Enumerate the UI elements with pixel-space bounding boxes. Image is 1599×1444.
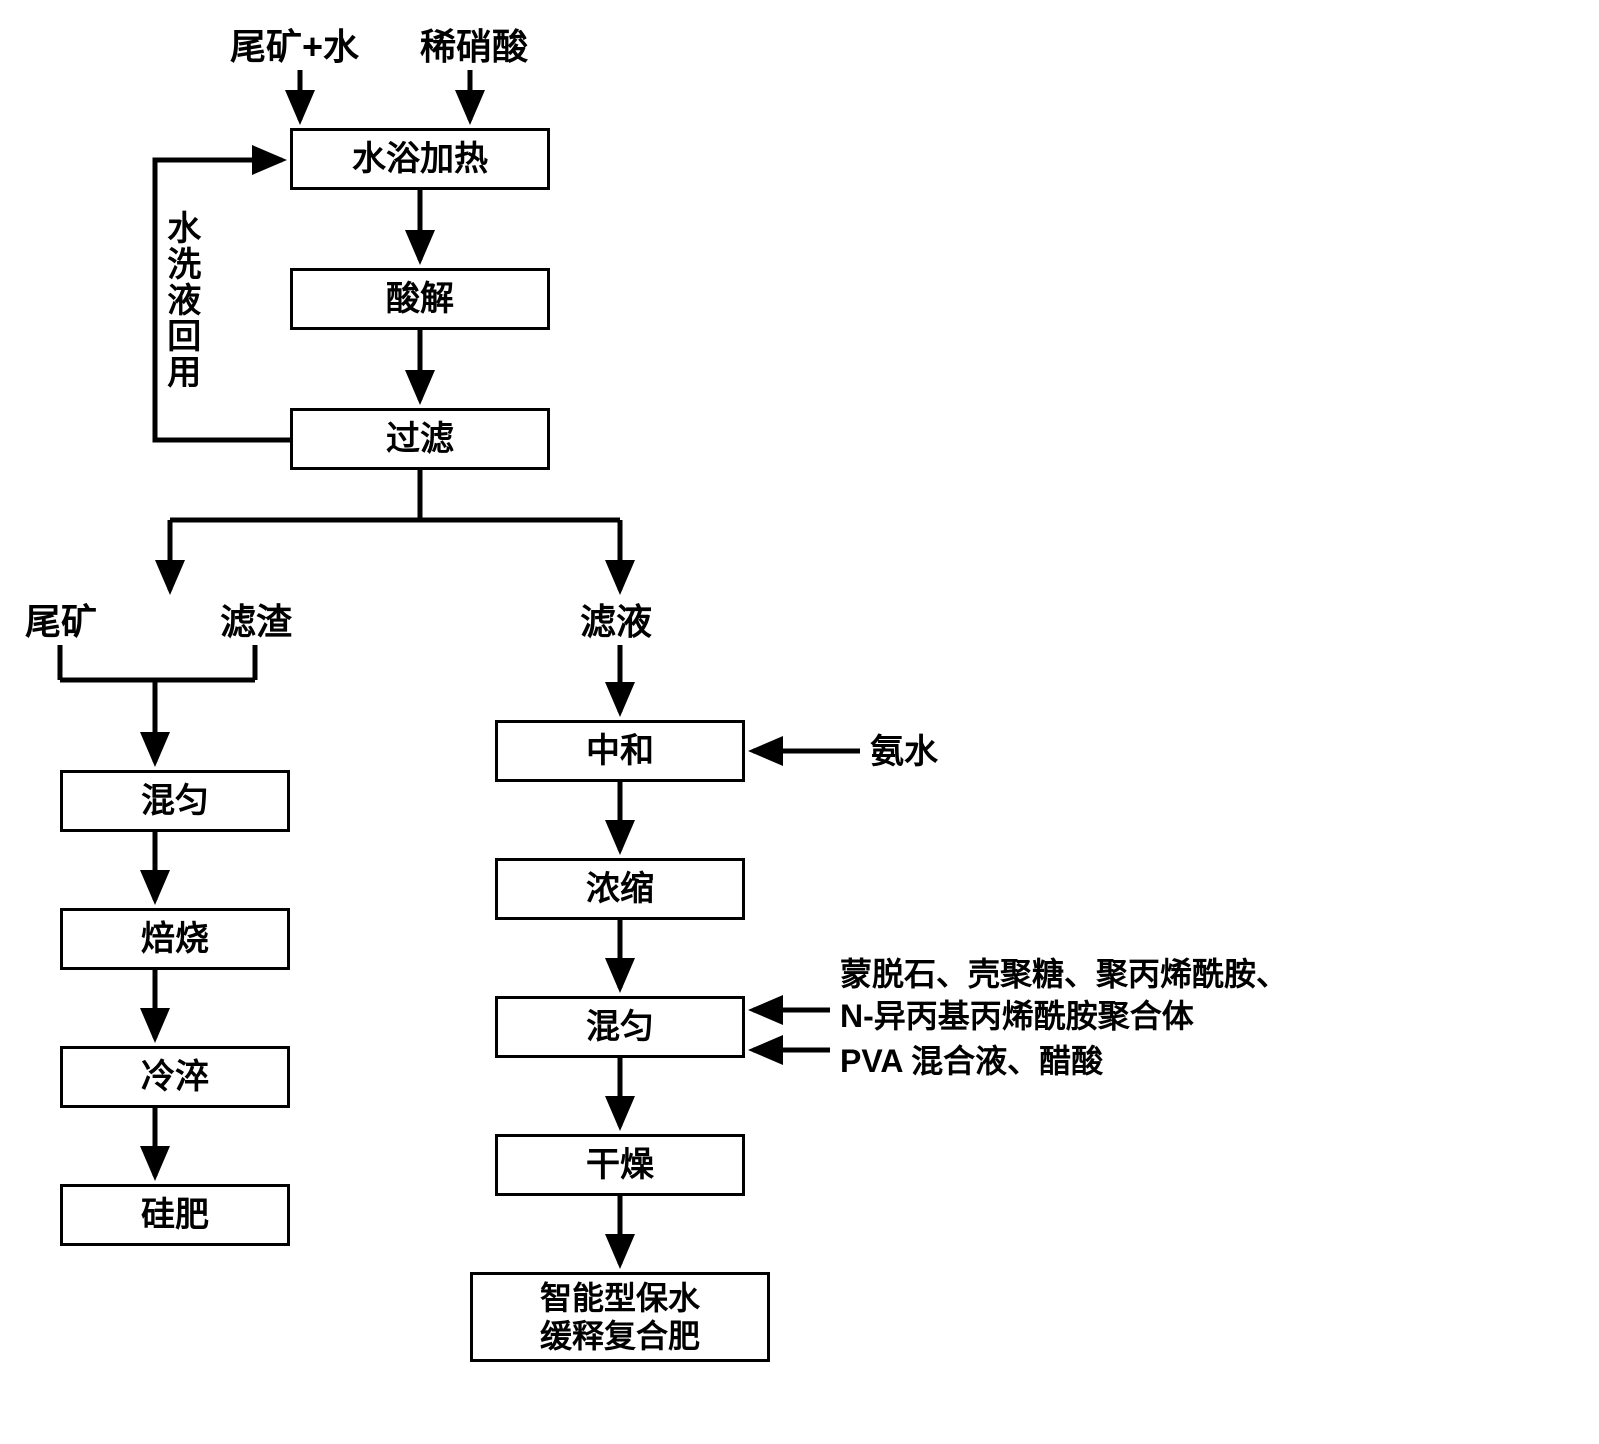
recycle-label: 水洗液回用 [160, 210, 201, 390]
box-si-fertilizer: 硅肥 [60, 1184, 290, 1246]
box-concentrate: 浓缩 [495, 858, 745, 920]
box-roast: 焙烧 [60, 908, 290, 970]
label-residue: 滤渣 [220, 600, 292, 643]
box-filter-label: 过滤 [386, 419, 454, 460]
box-mix-right-label: 混匀 [586, 1007, 654, 1048]
box-acidolysis-label: 酸解 [386, 279, 454, 320]
box-roast-label: 焙烧 [141, 919, 209, 960]
box-si-fertilizer-label: 硅肥 [141, 1195, 209, 1236]
box-water-bath-heat-label: 水浴加热 [352, 139, 488, 180]
box-smart-fertilizer-label: 智能型保水 缓释复合肥 [540, 1279, 700, 1356]
box-mix-left-label: 混匀 [141, 781, 209, 822]
box-mix-left: 混匀 [60, 770, 290, 832]
box-water-bath-heat: 水浴加热 [290, 128, 550, 190]
box-neutralize: 中和 [495, 720, 745, 782]
box-dry: 干燥 [495, 1134, 745, 1196]
label-additives-2: N-异丙基丙烯酰胺聚合体 [840, 997, 1194, 1035]
label-ammonia: 氨水 [870, 732, 938, 773]
box-smart-fertilizer: 智能型保水 缓释复合肥 [470, 1272, 770, 1362]
box-quench: 冷淬 [60, 1046, 290, 1108]
label-filtrate: 滤液 [580, 600, 652, 643]
box-filter: 过滤 [290, 408, 550, 470]
box-mix-right: 混匀 [495, 996, 745, 1058]
label-tailings: 尾矿 [25, 600, 97, 643]
box-quench-label: 冷淬 [141, 1057, 209, 1098]
label-additives-3: PVA 混合液、醋酸 [840, 1042, 1103, 1080]
label-additives-1: 蒙脱石、壳聚糖、聚丙烯酰胺、 [840, 955, 1288, 993]
input-tailings-water: 尾矿+水 [230, 25, 359, 68]
box-acidolysis: 酸解 [290, 268, 550, 330]
box-dry-label: 干燥 [586, 1145, 654, 1186]
box-neutralize-label: 中和 [586, 731, 654, 772]
box-concentrate-label: 浓缩 [586, 869, 654, 910]
input-dilute-nitric: 稀硝酸 [420, 25, 528, 68]
